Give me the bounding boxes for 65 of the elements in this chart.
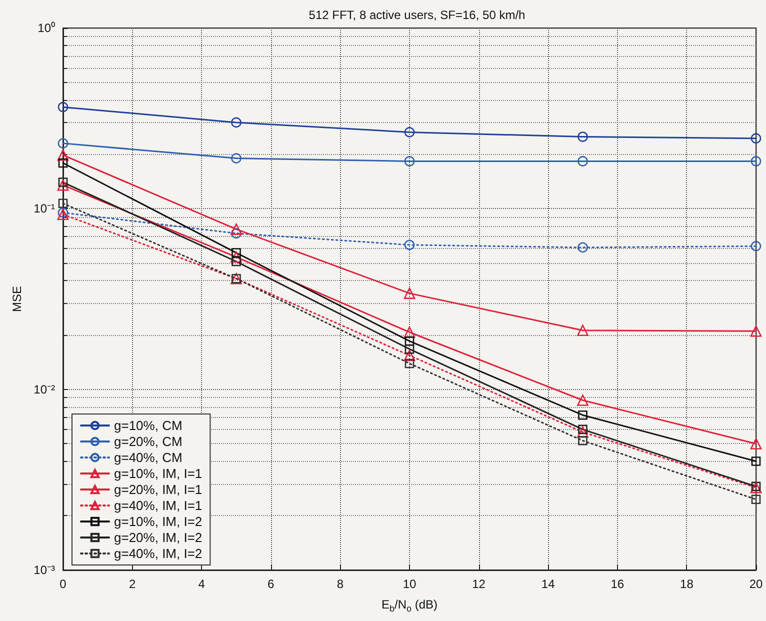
y-axis-title: MSE xyxy=(10,286,24,312)
point xyxy=(404,344,414,354)
point xyxy=(578,410,588,420)
point xyxy=(57,149,69,161)
point xyxy=(230,251,242,263)
point xyxy=(750,241,762,252)
point xyxy=(404,326,416,338)
point xyxy=(404,288,416,299)
point xyxy=(578,132,588,142)
point xyxy=(751,494,761,504)
x-tick-label: 0 xyxy=(60,577,67,591)
legend-label: g=20%, CM xyxy=(114,434,182,449)
x-tick-label: 10 xyxy=(402,577,416,591)
point xyxy=(58,198,68,208)
legend-label: g=20%, IM, I=2 xyxy=(114,530,202,545)
point xyxy=(750,325,762,337)
point xyxy=(404,127,415,138)
point xyxy=(57,208,69,220)
point xyxy=(58,208,68,218)
x-tick-label: 6 xyxy=(268,577,275,591)
point xyxy=(578,242,588,253)
chart-title: 512 FFT, 8 active users, SF=16, 50 km/h xyxy=(308,8,526,22)
x-tick-label: 16 xyxy=(610,577,624,591)
x-tick-label: 18 xyxy=(680,577,694,591)
point xyxy=(231,228,242,239)
point xyxy=(404,240,415,250)
y-tick-label: 10⁻² xyxy=(34,382,56,396)
point xyxy=(577,394,588,406)
point xyxy=(404,350,416,362)
point xyxy=(578,156,588,166)
point xyxy=(578,436,588,446)
legend-label: g=10%, IM, I=1 xyxy=(114,466,202,481)
legend-label: g=40%, CM xyxy=(114,450,182,465)
point xyxy=(58,138,68,148)
point xyxy=(232,256,241,266)
point xyxy=(750,156,762,166)
point xyxy=(750,133,762,144)
legend-label: g=10%, IM, I=2 xyxy=(114,514,202,529)
legend-label: g=10%, CM xyxy=(114,418,182,433)
point xyxy=(232,248,241,258)
y-tick-label: 10⁻³ xyxy=(34,563,56,577)
point xyxy=(404,358,414,368)
x-tick-label: 4 xyxy=(198,577,206,591)
legend-label: g=20%, IM, I=1 xyxy=(114,482,202,497)
x-tick-label: 14 xyxy=(541,577,556,591)
legend-label: g=40%, IM, I=1 xyxy=(114,498,202,513)
x-tick-label: 20 xyxy=(749,577,763,591)
point xyxy=(404,156,415,166)
point xyxy=(750,438,762,450)
point xyxy=(578,424,588,434)
point xyxy=(231,117,242,128)
point xyxy=(231,153,242,164)
point xyxy=(58,102,68,112)
x-tick-label: 12 xyxy=(472,577,486,591)
y-tick-label: 10⁻¹ xyxy=(34,202,56,216)
point xyxy=(58,178,68,187)
x-tick-label: 8 xyxy=(336,577,344,591)
y-tick-label: 10⁰ xyxy=(38,21,55,35)
point xyxy=(751,456,761,466)
x-tick-label: 2 xyxy=(128,577,136,591)
point xyxy=(577,324,588,336)
legend-label: g=40%, IM, I=2 xyxy=(114,546,202,561)
point xyxy=(57,179,69,191)
point xyxy=(230,224,242,235)
point xyxy=(58,158,68,168)
